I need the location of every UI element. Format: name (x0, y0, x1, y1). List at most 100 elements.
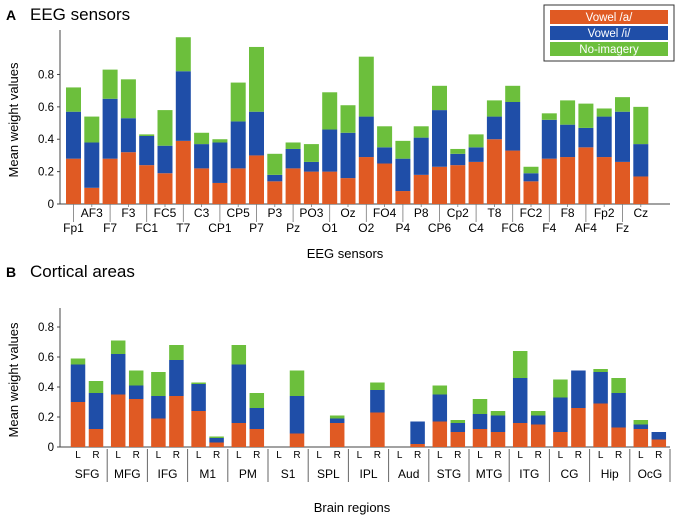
panel-b-side-label-sfg-l: L (75, 450, 81, 461)
panel-a-cat-label-cp2: Cp2 (447, 206, 469, 220)
panel-a-bar-cp2-no-imagery (450, 148, 466, 154)
panel-b-group-label-m1: M1 (199, 467, 216, 481)
panel-b-bar-itg-l-no-imagery (512, 351, 528, 378)
panel-a-bar-fc2-vowel-i (523, 173, 539, 182)
panel-b-bar-mfg-r-no-imagery (128, 370, 144, 386)
panel-b-bar-spl-r-no-imagery (329, 415, 345, 419)
legend-swatch-i (550, 26, 668, 40)
panel-b-side-label-sfg-r: R (92, 450, 99, 461)
panel-a-bar-t8-no-imagery (486, 100, 502, 117)
panel-b-bar-ifg-r-no-imagery (169, 345, 184, 360)
panel-a-bar-fc2-vowel-a (523, 181, 539, 204)
panel-a-bar-p7-no-imagery (249, 46, 264, 112)
panel-b-bar-m1-r-no-imagery (209, 436, 224, 438)
panel-a-bar-fc2-no-imagery (523, 166, 539, 174)
panel-a-bar-af4-vowel-i (578, 127, 594, 148)
panel-a-cat-label-po3: PO3 (299, 206, 323, 220)
panel-a-bar-p8-vowel-a (413, 174, 429, 204)
panel-a-bar-pz-no-imagery (285, 142, 301, 149)
panel-b-bar-sfg-l-vowel-a (70, 402, 86, 447)
panel-b-bar-cg-r-vowel-i (571, 370, 586, 408)
panel-b-bar-hip-r-vowel-i (611, 393, 626, 428)
panel-a-plot: 00.20.40.60.8Fp1AF3F7F3FC1FC5T7C3CP1CP5P… (38, 30, 670, 235)
panel-a-bar-fz-no-imagery (615, 97, 630, 112)
panel-a-bar-fz-vowel-i (615, 111, 630, 162)
panel-a-cat-label-o2: O2 (358, 221, 374, 235)
panel-b-bar-mfg-l-no-imagery (110, 340, 126, 354)
panel-a-bar-cp5-no-imagery (230, 82, 246, 122)
panel-b-bar-pm-r-vowel-i (249, 408, 265, 429)
panel-a-cat-label-fc6: FC6 (501, 221, 524, 235)
legend-label-i: Vowel /i/ (588, 28, 632, 40)
panel-b-bar-mtg-l-vowel-a (472, 429, 488, 447)
panel-a-bar-t7-vowel-i (175, 71, 191, 141)
panel-a-bar-cz-vowel-i (633, 144, 649, 177)
panel-a-bar-f3-no-imagery (120, 79, 136, 119)
panel-b-bar-stg-r-vowel-i (450, 423, 466, 432)
panel-b-group-label-pm: PM (239, 467, 257, 481)
panel-a-cat-label-cz: Cz (633, 206, 648, 220)
panel-a-bar-cp6-no-imagery (432, 85, 447, 111)
panel-a-bar-p4-no-imagery (395, 140, 411, 159)
panel-b-group-label-s1: S1 (281, 467, 296, 481)
panel-b-bar-sfg-l-vowel-i (70, 364, 86, 402)
panel-b-group-label-mtg: MTG (476, 467, 503, 481)
panel-a-cat-label-p7: P7 (249, 221, 264, 235)
panel-b-bar-ocg-r-vowel-a (651, 439, 667, 447)
panel-a-bar-p3-no-imagery (267, 153, 283, 175)
panel-a-bar-c4-vowel-a (468, 161, 484, 204)
panel-a-bar-oz-vowel-a (340, 178, 356, 204)
panel-b-bar-m1-l-vowel-i (191, 384, 206, 411)
panel-a-bar-f8-vowel-i (560, 124, 576, 158)
panel-a-cat-label-cp5: CP5 (227, 206, 251, 220)
panel-a-bar-cp5-vowel-a (230, 168, 246, 204)
panel-a-cat-label-fp2: Fp2 (594, 206, 615, 220)
panel-a-ytick-label: 0.8 (38, 69, 54, 81)
panel-a-bar-f8-vowel-a (560, 157, 576, 204)
panel-b-side-label-spl-l: L (316, 450, 322, 461)
panel-b-bar-hip-r-vowel-a (611, 427, 626, 447)
panel-a-bar-o1-vowel-a (322, 171, 338, 204)
panel-a-bar-af3-vowel-a (84, 187, 100, 204)
panel-a-bar-fz-vowel-a (615, 161, 630, 204)
panel-b-side-label-itg-l: L (517, 450, 523, 461)
panel-b-bar-spl-r-vowel-a (329, 423, 345, 447)
panel-b-bar-ocg-r-vowel-i (651, 432, 667, 440)
panel-b-bar-pm-l-vowel-a (231, 423, 247, 447)
panel-b-side-label-mfg-r: R (133, 450, 140, 461)
panel-a-bar-fp1-vowel-i (66, 111, 81, 159)
panel-a-bar-pz-vowel-a (285, 168, 301, 204)
legend-label-a: Vowel /a/ (586, 12, 633, 24)
panel-b-side-label-aud-l: L (397, 450, 403, 461)
panel-b-side-label-hip-l: L (598, 450, 604, 461)
panel-b-group-label-spl: SPL (317, 467, 340, 481)
panel-a-cat-label-fo4: FO4 (373, 206, 397, 220)
panel-b-ylabel: Mean weight values (6, 322, 21, 437)
panel-a-bar-f7-vowel-i (102, 98, 118, 159)
panel-a-bar-fo4-no-imagery (377, 126, 393, 148)
panel-a-bar-p7-vowel-i (249, 111, 264, 156)
panel-b-group-label-aud: Aud (398, 467, 419, 481)
panel-a-bar-fp2-vowel-a (596, 157, 612, 204)
panel-a-bar-fc5-vowel-i (157, 145, 173, 174)
panel-a-cat-label-p3: P3 (267, 206, 282, 220)
panel-b-bar-mtg-r-no-imagery (490, 411, 506, 416)
panel-b-xlabel: Brain regions (314, 500, 391, 515)
panel-b-side-label-aud-r: R (414, 450, 421, 461)
panel-b-bar-mtg-l-vowel-i (472, 414, 488, 429)
panel-a-bar-cp1-no-imagery (212, 139, 228, 143)
panel-a-bar-c4-no-imagery (468, 134, 484, 148)
panel-a-letter: A (6, 7, 16, 23)
panel-a-ytick-label: 0.6 (38, 102, 54, 114)
panel-a-bar-cp6-vowel-a (432, 166, 447, 204)
panel-b-group-label-hip: Hip (601, 467, 619, 481)
panel-b-ytick-label: 0.4 (38, 382, 55, 394)
panel-b-side-label-pm-r: R (253, 450, 260, 461)
panel-b-bar-aud-r-vowel-a (410, 444, 425, 447)
panel-a-cat-label-fp1: Fp1 (63, 221, 84, 235)
panel-a-bar-cp5-vowel-i (230, 121, 246, 169)
legend-swatch-a (550, 10, 668, 24)
panel-a-bar-fc6-vowel-i (505, 102, 521, 151)
panel-a-bar-t8-vowel-a (486, 139, 502, 204)
panel-a-cat-label-fc2: FC2 (520, 206, 543, 220)
